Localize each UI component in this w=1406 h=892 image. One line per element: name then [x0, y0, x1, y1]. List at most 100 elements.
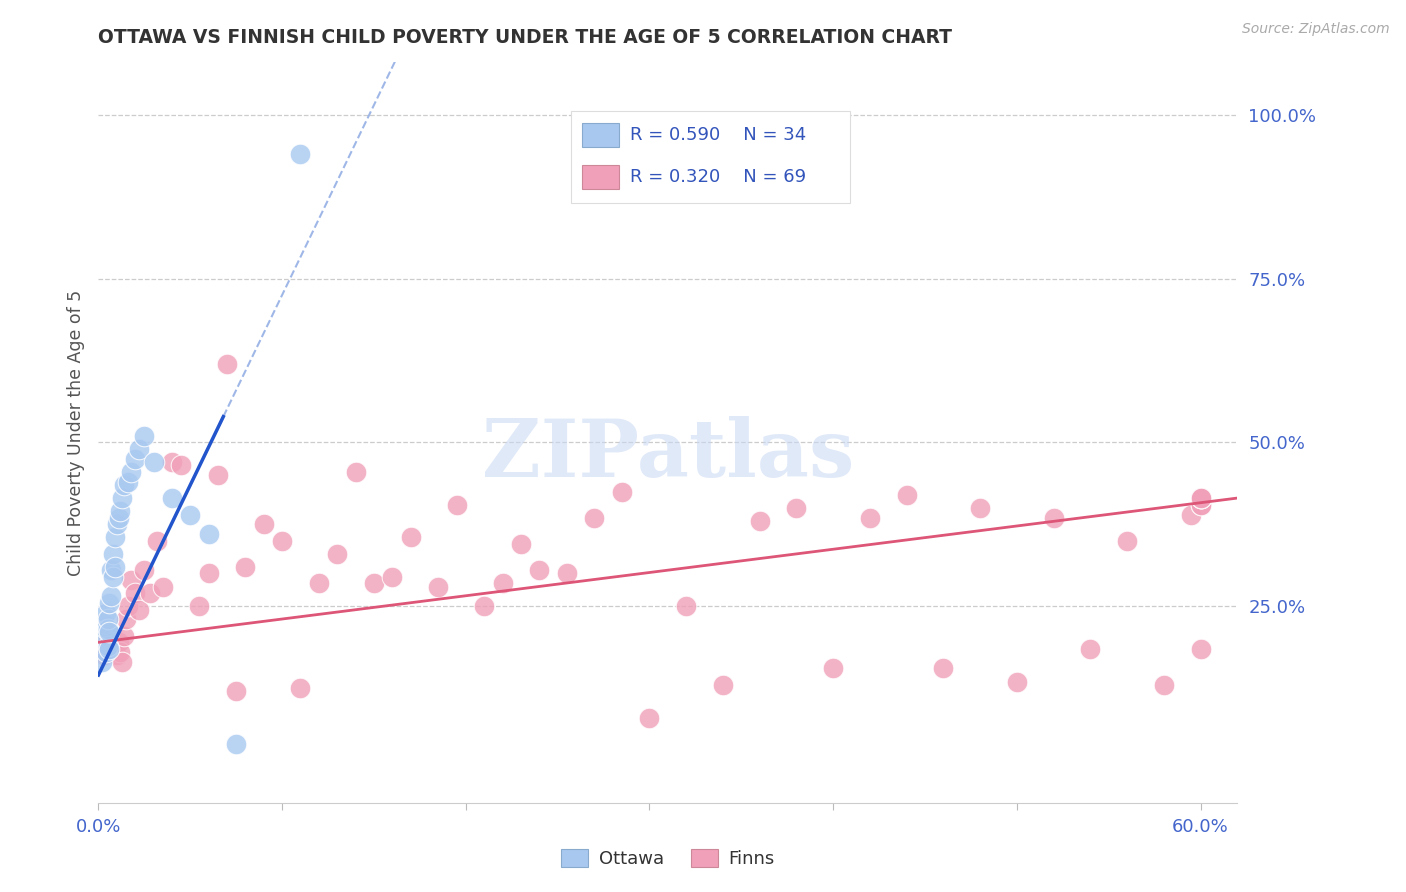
- Point: [111, 655, 134, 669]
- Point: [121, 573, 143, 587]
- Point: [748, 514, 770, 528]
- Point: [1189, 491, 1212, 505]
- Point: [117, 599, 139, 614]
- Point: [117, 475, 139, 489]
- Point: [139, 586, 162, 600]
- Point: [101, 547, 124, 561]
- Point: [344, 465, 367, 479]
- FancyBboxPatch shape: [571, 111, 851, 203]
- Point: [101, 635, 124, 649]
- Point: [235, 560, 257, 574]
- Point: [1189, 491, 1212, 505]
- Point: [94, 606, 117, 620]
- Point: [98, 596, 121, 610]
- Point: [121, 465, 143, 479]
- Point: [128, 442, 150, 456]
- Point: [94, 622, 117, 636]
- Point: [932, 661, 955, 675]
- Point: [399, 531, 422, 545]
- Point: [1180, 508, 1202, 522]
- Point: [100, 632, 122, 646]
- Y-axis label: Child Poverty Under the Age of 5: Child Poverty Under the Age of 5: [66, 290, 84, 575]
- Point: [197, 527, 219, 541]
- Point: [225, 737, 247, 751]
- Point: [115, 612, 138, 626]
- Point: [94, 645, 117, 659]
- Point: [1189, 491, 1212, 505]
- Point: [1078, 641, 1101, 656]
- Point: [491, 576, 513, 591]
- Point: [823, 661, 845, 675]
- Point: [1189, 641, 1212, 656]
- Point: [134, 563, 156, 577]
- Point: [290, 681, 312, 695]
- Point: [124, 586, 146, 600]
- Point: [188, 599, 211, 614]
- Point: [142, 455, 165, 469]
- Point: [152, 580, 174, 594]
- Text: OTTAWA VS FINNISH CHILD POVERTY UNDER THE AGE OF 5 CORRELATION CHART: OTTAWA VS FINNISH CHILD POVERTY UNDER TH…: [98, 28, 952, 47]
- Point: [896, 488, 918, 502]
- Point: [308, 576, 330, 591]
- Point: [1189, 491, 1212, 505]
- Point: [675, 599, 697, 614]
- Point: [1189, 498, 1212, 512]
- Point: [160, 491, 183, 505]
- Point: [111, 491, 134, 505]
- Point: [381, 570, 404, 584]
- Point: [290, 147, 312, 161]
- Point: [98, 625, 121, 640]
- Point: [101, 570, 124, 584]
- Legend: Ottawa, Finns: Ottawa, Finns: [554, 841, 782, 875]
- Point: [785, 500, 807, 515]
- Point: [100, 563, 122, 577]
- Text: ZIPatlas: ZIPatlas: [482, 416, 853, 494]
- Point: [97, 612, 120, 626]
- Point: [91, 655, 114, 669]
- Point: [225, 684, 247, 698]
- Point: [363, 576, 385, 591]
- Point: [215, 357, 238, 371]
- Point: [179, 508, 201, 522]
- Text: R = 0.590    N = 34: R = 0.590 N = 34: [630, 126, 807, 144]
- Point: [98, 625, 121, 640]
- Point: [124, 451, 146, 466]
- Point: [472, 599, 495, 614]
- Point: [110, 645, 132, 659]
- Point: [97, 632, 120, 646]
- FancyBboxPatch shape: [582, 123, 619, 147]
- Point: [110, 504, 132, 518]
- Point: [128, 602, 150, 616]
- Point: [427, 580, 450, 594]
- Point: [112, 629, 135, 643]
- Point: [105, 517, 128, 532]
- Point: [638, 711, 661, 725]
- Point: [446, 498, 468, 512]
- Point: [1005, 674, 1028, 689]
- Point: [98, 641, 121, 656]
- Text: Source: ZipAtlas.com: Source: ZipAtlas.com: [1241, 22, 1389, 37]
- Point: [509, 537, 531, 551]
- Point: [197, 566, 219, 581]
- Point: [107, 635, 129, 649]
- Point: [1153, 678, 1175, 692]
- Point: [104, 560, 127, 574]
- Point: [97, 622, 120, 636]
- Point: [100, 590, 122, 604]
- Point: [253, 517, 276, 532]
- Point: [93, 615, 115, 630]
- Point: [146, 533, 169, 548]
- Point: [1116, 533, 1139, 548]
- Point: [107, 510, 129, 524]
- Point: [134, 429, 156, 443]
- Point: [1189, 498, 1212, 512]
- Point: [93, 648, 115, 663]
- Point: [170, 458, 193, 473]
- Point: [93, 632, 115, 646]
- Point: [969, 500, 991, 515]
- Point: [583, 510, 606, 524]
- Point: [112, 478, 135, 492]
- Point: [859, 510, 882, 524]
- FancyBboxPatch shape: [582, 165, 619, 189]
- Point: [555, 566, 578, 581]
